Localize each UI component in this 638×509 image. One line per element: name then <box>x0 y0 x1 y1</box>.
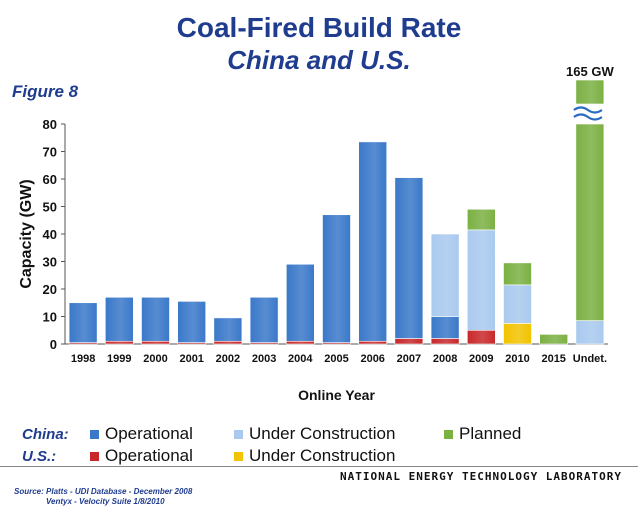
source-line-1: Source: Platts - UDI Database - December… <box>14 487 193 496</box>
x-axis-label: Online Year <box>298 387 375 403</box>
lab-name: NATIONAL ENERGY TECHNOLOGY LABORATORY <box>340 470 623 483</box>
bar-chart: 0 10 20 30 40 50 60 70 80 Capacity (GW) Online Yea… <box>18 64 614 403</box>
bar-segment <box>394 338 424 345</box>
bar-segment <box>575 320 605 345</box>
bar-segment <box>141 340 170 345</box>
y-tick-label: 10 <box>43 310 57 325</box>
bar-segment <box>394 177 424 339</box>
y-tick-label: 80 <box>43 117 57 132</box>
bar-segment <box>249 296 279 343</box>
bar-segment <box>322 214 351 343</box>
legend-us-under-construction: Under Construction <box>234 446 395 466</box>
x-tick-label: 2006 <box>360 353 384 365</box>
legend-swatch <box>234 451 243 461</box>
y-tick-label: 70 <box>43 145 57 160</box>
bar-segment <box>503 262 532 286</box>
bar-segment <box>213 317 243 342</box>
y-tick-label: 30 <box>43 255 57 270</box>
y-axis-label: Capacity (GW) <box>18 179 35 288</box>
x-tick-label: Undet. <box>573 353 607 365</box>
axis-break-mark <box>573 113 603 121</box>
x-tick-label: 2010 <box>505 353 529 365</box>
legend-us-operational: Operational <box>90 446 193 466</box>
bar-segment <box>430 338 460 345</box>
x-tick-label: 2003 <box>252 353 276 365</box>
x-tick-label: 2002 <box>216 353 240 365</box>
y-tick-label: 40 <box>43 227 57 242</box>
figure-label: Figure 8 <box>12 82 79 101</box>
legend-china-under-construction: Under Construction <box>234 424 395 444</box>
x-tick-label: 2007 <box>397 353 421 365</box>
x-tick-label: 2000 <box>143 353 167 365</box>
bar-segment <box>358 340 388 345</box>
footer-divider <box>0 466 638 467</box>
chart-subtitle: China and U.S. <box>227 45 411 75</box>
legend-text: Operational <box>105 446 193 465</box>
legend-text: Planned <box>459 424 522 443</box>
legend-swatch <box>234 429 243 439</box>
x-tick-label: 2009 <box>469 353 493 365</box>
legend-china-label: China: <box>22 426 69 443</box>
bar-segment <box>503 323 532 345</box>
legend-china-operational: Operational <box>90 424 193 444</box>
bar-segment <box>503 284 532 324</box>
y-tick-label: 0 <box>50 337 57 352</box>
x-tick-label: 1999 <box>107 353 131 365</box>
bar-segment <box>177 301 206 343</box>
x-tick-label: 1998 <box>71 353 95 365</box>
x-tick-label: 2004 <box>288 353 313 365</box>
bar-annotation: 165 GW <box>566 64 614 79</box>
x-tick-label: 2005 <box>324 353 348 365</box>
x-tick-label: 2008 <box>433 353 457 365</box>
bar-segment <box>575 123 605 321</box>
y-tick-label: 50 <box>43 200 57 215</box>
legend-swatch <box>90 451 99 461</box>
bar-segment <box>105 340 134 345</box>
bar-segment <box>430 316 460 339</box>
bar-segment <box>285 263 315 342</box>
x-tick-label: 2015 <box>541 353 565 365</box>
legend-text: Operational <box>105 424 193 443</box>
x-tick-label: 2001 <box>179 353 203 365</box>
legend-swatch <box>90 429 99 439</box>
axis-break-mark <box>573 106 603 114</box>
legend-swatch <box>444 429 453 439</box>
bar-segment <box>466 329 496 345</box>
legend-china-planned: Planned <box>444 424 521 444</box>
y-tick-label: 60 <box>43 172 57 187</box>
bar-segment <box>358 141 388 342</box>
bar-segment <box>68 302 98 343</box>
bar-segment <box>285 340 315 345</box>
bar-segment <box>466 208 496 231</box>
bar-segment <box>539 334 569 345</box>
bar-segment <box>213 340 243 345</box>
bar-segment <box>466 229 496 331</box>
legend-text: Under Construction <box>249 446 396 465</box>
bar-segment <box>105 296 134 342</box>
legend-us-label: U.S.: <box>22 448 57 465</box>
y-tick-label: 20 <box>43 282 57 297</box>
legend-text: Under Construction <box>249 424 396 443</box>
bar-segment-cap <box>575 79 605 105</box>
bar-segment <box>430 233 460 317</box>
chart-title: Coal-Fired Build Rate <box>176 12 462 43</box>
source-line-2: Ventyx - Velocity Suite 1/8/2010 <box>46 497 165 506</box>
bar-segment <box>141 296 170 342</box>
